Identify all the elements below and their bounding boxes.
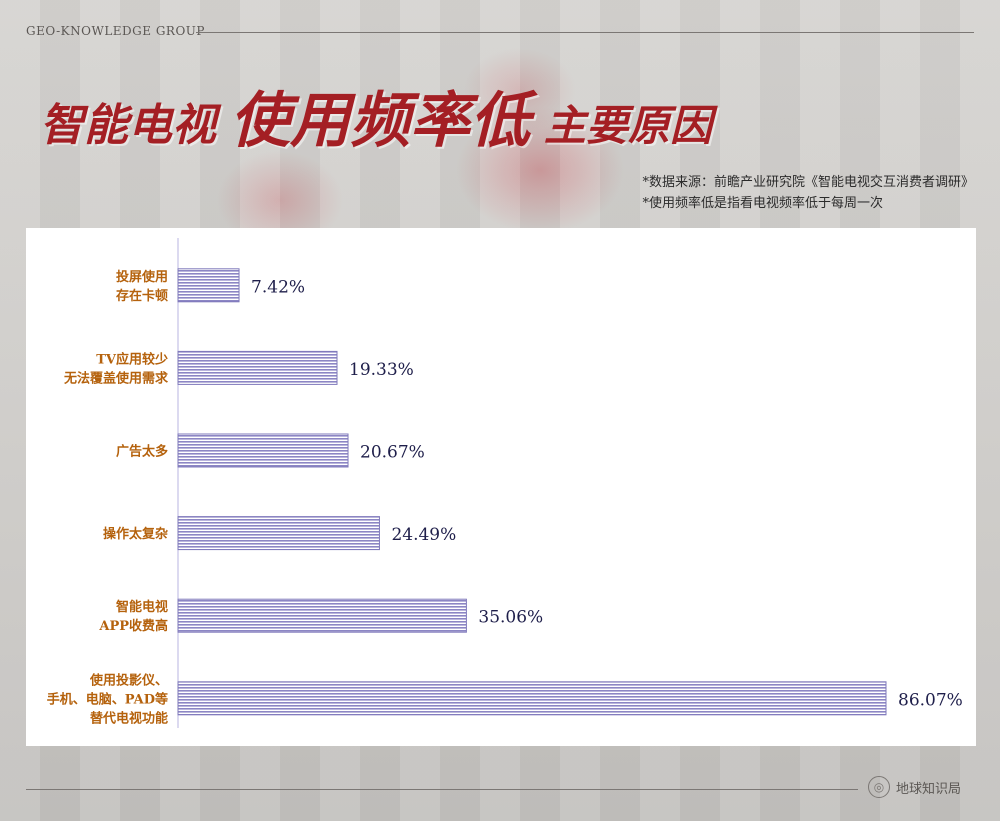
bar	[177, 433, 349, 468]
logo-text: 地球知识局	[896, 781, 962, 797]
category-label: 手机、电脑、PAD等	[47, 691, 168, 707]
bar	[177, 598, 467, 633]
definition-note: *使用频率低是指看电视频率低于每周一次	[642, 196, 883, 211]
value-label: 86.07%	[898, 690, 963, 710]
category-label: 替代电视功能	[90, 710, 168, 726]
category-label: APP收费高	[98, 618, 168, 634]
value-label: 24.49%	[391, 525, 456, 545]
source-note: *数据来源：前瞻产业研究院《智能电视交互消费者调研》	[642, 175, 974, 190]
globe-icon: ◎	[868, 776, 890, 798]
value-label: 19.33%	[349, 360, 414, 380]
bar	[177, 516, 380, 551]
title-part-1: 智能电视	[40, 100, 216, 151]
bar	[177, 681, 887, 716]
category-label: TV应用较少	[96, 351, 168, 367]
category-label: 智能电视	[116, 599, 168, 615]
category-label: 广告太多	[116, 444, 168, 460]
source-notes: *数据来源：前瞻产业研究院《智能电视交互消费者调研》 *使用频率低是指看电视频率…	[642, 172, 974, 214]
top-divider	[196, 32, 974, 33]
bar	[177, 268, 240, 303]
value-label: 35.06%	[478, 608, 543, 628]
value-label: 7.42%	[251, 277, 305, 297]
bottom-divider	[26, 789, 858, 790]
category-label: 无法覆盖使用需求	[63, 370, 169, 386]
category-label: 存在卡顿	[116, 288, 168, 304]
footer-logo: ◎ 地球知识局	[868, 776, 961, 798]
chart-panel: 7.42% 投屏使用存在卡顿 19.33% TV应用较少无法覆盖使用需求 20.67% 广…	[26, 228, 976, 746]
brand-name: GEO-KNOWLEDGE GROUP	[26, 24, 205, 38]
category-label: 投屏使用	[116, 269, 168, 285]
category-label: 使用投影仪、	[89, 672, 168, 688]
title-part-2: 使用频率低	[230, 86, 530, 156]
title-part-3: 主要原因	[544, 101, 713, 150]
bar	[177, 350, 338, 385]
value-label: 20.67%	[360, 443, 425, 463]
page-title: 智能电视 使用频率低 主要原因	[40, 84, 712, 154]
category-label: 操作太复杂	[103, 526, 168, 542]
